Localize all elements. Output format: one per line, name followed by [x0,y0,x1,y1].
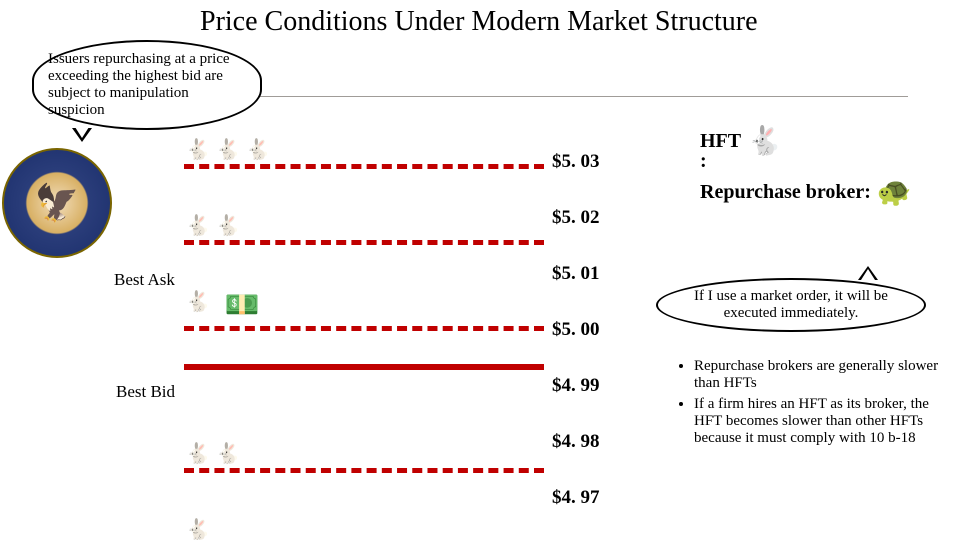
rabbit-icon: 🐇 [214,136,242,164]
price-label: $4. 99 [552,376,600,432]
rabbit-icon: 🐇 [214,212,242,240]
bubble-tail [72,128,92,142]
dashed-rule [184,468,544,474]
rabbit-icon: 🐇 [184,212,212,240]
price-labels-column: $5. 03$5. 02$5. 01$5. 00$4. 99$4. 98$4. … [552,152,600,540]
price-row: 🐇🐇 [184,440,544,496]
legend: HFT 🐇 : Repurchase broker: 🐢 [700,124,912,209]
note-item: If a firm hires an HFT as its broker, th… [694,396,944,447]
best-ask-label: Best Ask [114,270,175,290]
money-bag-icon: 💵 [214,288,270,326]
traders-group: 🐇🐇🐇 [184,136,544,164]
price-label: $5. 01 [552,264,600,320]
page-title: Price Conditions Under Modern Market Str… [200,6,758,38]
price-label: $5. 03 [552,152,600,208]
rabbit-icon: 🐇 [184,440,212,468]
price-row: 🐇💵 [184,288,544,344]
broker-speech-bubble: If I use a market order, it will be exec… [656,278,926,332]
note-item: Repurchase brokers are generally slower … [694,358,944,392]
dashed-rule [184,326,544,332]
price-row [184,364,544,420]
best-bid-label: Best Bid [116,382,175,402]
legend-hft-sep: : [700,150,912,173]
rabbit-icon: 🐇 [214,440,242,468]
legend-broker-row: Repurchase broker: 🐢 [700,175,912,209]
sec-bubble-text: Issuers repurchasing at a price exceedin… [48,51,246,120]
price-label: $4. 98 [552,432,600,488]
rabbit-icon: 🐇 [184,288,212,316]
dashed-rule [184,164,544,170]
sec-seal-icon: 🦅 [2,148,112,258]
price-label: $5. 02 [552,208,600,264]
dashed-rule [184,240,544,246]
notes-block: Repurchase brokers are generally slower … [676,358,944,451]
notes-list: Repurchase brokers are generally slower … [676,358,944,447]
traders-group: 🐇💵 [184,288,544,326]
turtle-icon: 🐢 [877,175,912,209]
price-row: 🐇 [184,516,544,540]
traders-group: 🐇 [184,516,544,540]
rabbit-icon: 🐇 [747,124,782,158]
sec-speech-bubble: Issuers repurchasing at a price exceedin… [32,40,262,130]
price-row: 🐇🐇 [184,212,544,268]
rabbit-icon: 🐇 [244,136,272,164]
price-label: $4. 97 [552,488,600,540]
price-row: 🐇🐇🐇 [184,136,544,192]
traders-group: 🐇🐇 [184,440,544,468]
legend-hft-colon: : [700,150,707,173]
rabbit-icon: 🐇 [184,516,212,540]
price-label: $5. 00 [552,320,600,376]
stage: Price Conditions Under Modern Market Str… [0,0,960,540]
rabbit-icon: 🐇 [184,136,212,164]
midpoint-rule [184,364,544,370]
broker-bubble-text: If I use a market order, it will be exec… [672,288,910,323]
eagle-icon: 🦅 [35,182,80,224]
price-level-area: 🐇🐇🐇🐇🐇🐇💵🐇🐇🐇🐇 [184,136,544,540]
bubble-tail [858,266,878,280]
traders-group: 🐇🐇 [184,212,544,240]
legend-broker-label: Repurchase broker: [700,181,871,204]
